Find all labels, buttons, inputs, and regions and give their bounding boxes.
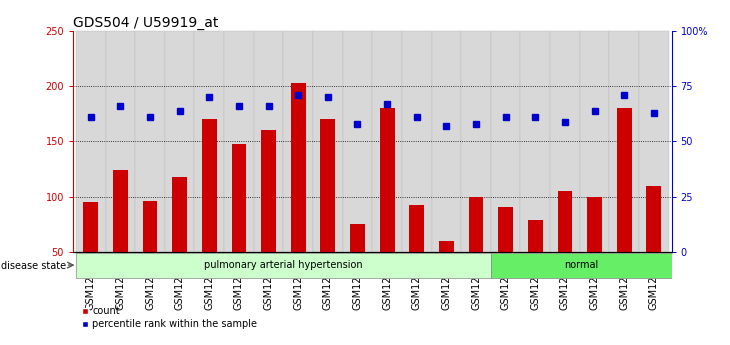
Bar — [342, 31, 372, 252]
Bar — [461, 31, 491, 252]
Bar — [320, 119, 335, 252]
Bar — [410, 206, 424, 252]
Bar — [261, 130, 276, 252]
Bar — [528, 220, 542, 252]
Bar — [202, 119, 217, 252]
Bar — [350, 224, 365, 252]
Bar — [439, 241, 454, 252]
Bar — [380, 108, 394, 252]
Bar — [520, 31, 550, 252]
Bar — [313, 31, 342, 252]
Bar — [431, 31, 461, 252]
Bar — [83, 202, 99, 252]
Bar — [617, 108, 631, 252]
Bar — [165, 31, 194, 252]
Bar — [106, 31, 135, 252]
Bar — [283, 31, 313, 252]
Bar — [491, 31, 520, 252]
Bar — [291, 83, 306, 252]
Bar — [76, 31, 106, 252]
Bar — [550, 31, 580, 252]
Legend: count, percentile rank within the sample: count, percentile rank within the sample — [78, 303, 261, 333]
Bar — [558, 191, 572, 252]
Bar — [224, 31, 254, 252]
Bar — [639, 31, 669, 252]
Bar — [587, 197, 602, 252]
Bar — [610, 31, 639, 252]
Text: GDS504 / U59919_at: GDS504 / U59919_at — [73, 16, 218, 30]
Bar — [113, 170, 128, 252]
Bar — [172, 177, 187, 252]
Bar — [231, 144, 246, 252]
Bar — [646, 186, 661, 252]
Bar — [194, 31, 224, 252]
Bar — [372, 31, 402, 252]
Bar — [491, 253, 672, 278]
Text: normal: normal — [564, 260, 599, 270]
Bar — [580, 31, 610, 252]
Bar — [142, 201, 158, 252]
Bar — [135, 31, 165, 252]
Bar — [499, 207, 513, 252]
Bar — [469, 197, 483, 252]
Text: disease state: disease state — [1, 261, 66, 270]
Bar — [76, 253, 491, 278]
Text: pulmonary arterial hypertension: pulmonary arterial hypertension — [204, 260, 363, 270]
Bar — [254, 31, 283, 252]
Bar — [402, 31, 431, 252]
